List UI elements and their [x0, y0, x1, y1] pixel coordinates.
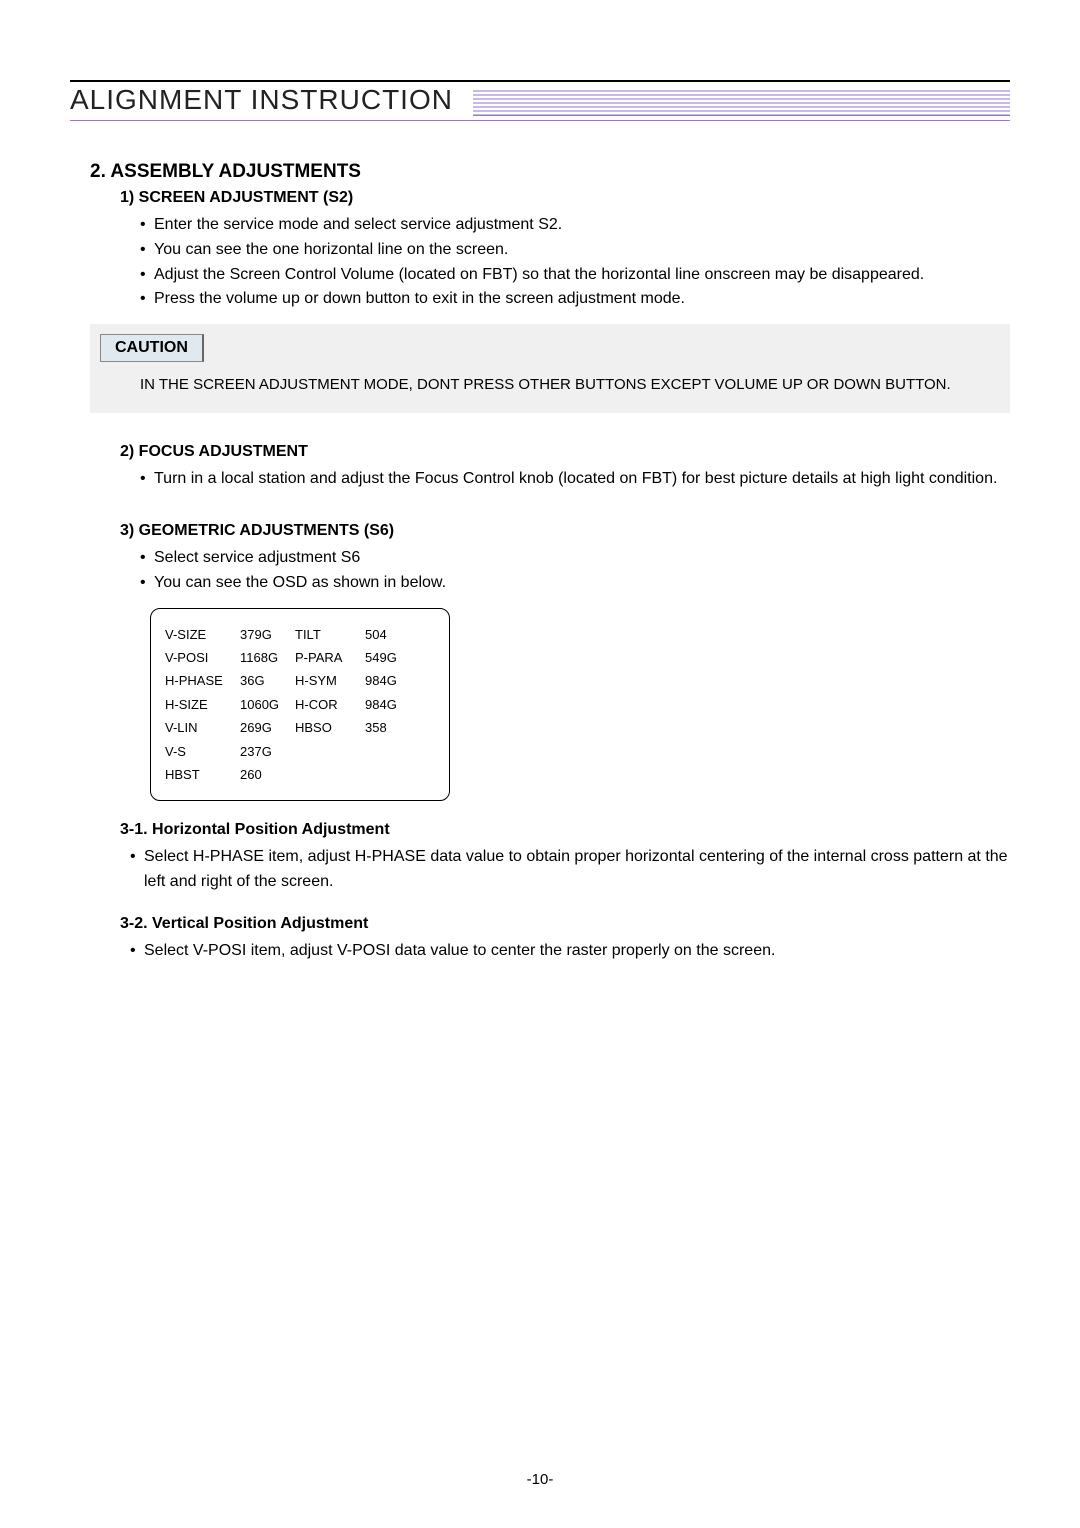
osd-cell: V-SIZE [165, 623, 240, 646]
osd-cell: H-SYM [295, 669, 365, 692]
osd-cell: V-LIN [165, 716, 240, 739]
caution-label: CAUTION [100, 334, 204, 362]
osd-cell: 984G [365, 693, 415, 716]
osd-row: V-POSI 1168G P-PARA 549G [165, 646, 435, 669]
sub3-title: 3) GEOMETRIC ADJUSTMENTS (S6) [120, 522, 1010, 540]
caution-box: CAUTION IN THE SCREEN ADJUSTMENT MODE, D… [90, 324, 1010, 413]
page-number: -10- [527, 1471, 554, 1488]
osd-cell [295, 763, 365, 786]
list-item: You can see the one horizontal line on t… [140, 238, 1010, 263]
osd-cell: 504 [365, 623, 415, 646]
osd-cell: 358 [365, 716, 415, 739]
osd-cell [295, 740, 365, 763]
sub32-title: 3-2. Vertical Position Adjustment [120, 915, 1010, 933]
list-item: Select service adjustment S6 [140, 546, 1010, 571]
list-item: Turn in a local station and adjust the F… [140, 467, 1010, 492]
osd-table: V-SIZE 379G TILT 504 V-POSI 1168G P-PARA… [150, 608, 450, 802]
caution-text: IN THE SCREEN ADJUSTMENT MODE, DONT PRES… [100, 376, 1000, 393]
osd-row: V-SIZE 379G TILT 504 [165, 623, 435, 646]
main-content: 2. ASSEMBLY ADJUSTMENTS 1) SCREEN ADJUST… [70, 161, 1010, 964]
osd-row: H-SIZE 1060G H-COR 984G [165, 693, 435, 716]
header-divider [70, 120, 1010, 121]
sub3-list: Select service adjustment S6 You can see… [140, 546, 1010, 596]
list-item: Select H-PHASE item, adjust H-PHASE data… [130, 845, 1010, 895]
osd-cell: H-PHASE [165, 669, 240, 692]
osd-cell: 260 [240, 763, 295, 786]
osd-cell: H-COR [295, 693, 365, 716]
osd-cell [365, 763, 415, 786]
header-gradient [440, 88, 1010, 116]
page-title: ALIGNMENT INSTRUCTION [70, 84, 473, 116]
sub2-title: 2) FOCUS ADJUSTMENT [120, 443, 1010, 461]
osd-cell: P-PARA [295, 646, 365, 669]
osd-cell: V-POSI [165, 646, 240, 669]
sub1-title: 1) SCREEN ADJUSTMENT (S2) [120, 189, 1010, 207]
osd-cell: HBST [165, 763, 240, 786]
sub32-list: Select V-POSI item, adjust V-POSI data v… [130, 939, 1010, 964]
osd-row: V-LIN 269G HBSO 358 [165, 716, 435, 739]
list-item: Select V-POSI item, adjust V-POSI data v… [130, 939, 1010, 964]
osd-cell: 379G [240, 623, 295, 646]
sub2-list: Turn in a local station and adjust the F… [140, 467, 1010, 492]
osd-cell: HBSO [295, 716, 365, 739]
osd-cell: 269G [240, 716, 295, 739]
list-item: Enter the service mode and select servic… [140, 213, 1010, 238]
osd-row: V-S 237G [165, 740, 435, 763]
osd-cell: TILT [295, 623, 365, 646]
osd-cell: 984G [365, 669, 415, 692]
osd-cell [365, 740, 415, 763]
osd-cell: 549G [365, 646, 415, 669]
osd-row: H-PHASE 36G H-SYM 984G [165, 669, 435, 692]
header-section: ALIGNMENT INSTRUCTION [70, 80, 1010, 116]
list-item: Press the volume up or down button to ex… [140, 287, 1010, 312]
osd-cell: 1168G [240, 646, 295, 669]
osd-cell: 1060G [240, 693, 295, 716]
list-item: Adjust the Screen Control Volume (locate… [140, 263, 1010, 288]
list-item: You can see the OSD as shown in below. [140, 571, 1010, 596]
osd-cell: H-SIZE [165, 693, 240, 716]
sub1-list: Enter the service mode and select servic… [140, 213, 1010, 312]
sub31-list: Select H-PHASE item, adjust H-PHASE data… [130, 845, 1010, 895]
osd-cell: 36G [240, 669, 295, 692]
osd-row: HBST 260 [165, 763, 435, 786]
sub31-title: 3-1. Horizontal Position Adjustment [120, 821, 1010, 839]
osd-cell: V-S [165, 740, 240, 763]
osd-cell: 237G [240, 740, 295, 763]
section-2-title: 2. ASSEMBLY ADJUSTMENTS [90, 161, 1010, 183]
